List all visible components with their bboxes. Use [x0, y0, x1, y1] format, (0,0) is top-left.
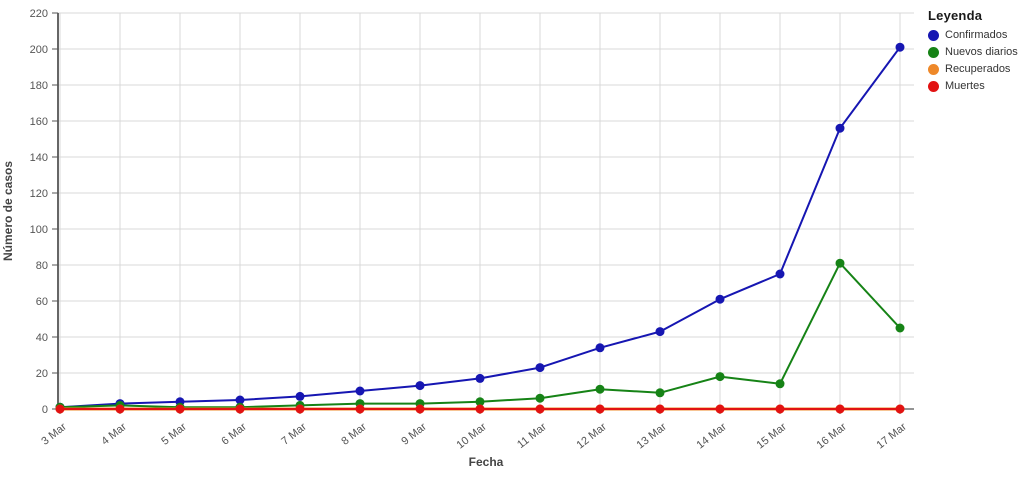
y-tick-label: 180 [30, 80, 48, 92]
y-tick-label: 20 [36, 368, 48, 380]
x-tick-label: 6 Mar [219, 421, 249, 448]
y-axis-title: Número de casos [1, 161, 15, 261]
legend-item-nuevos-diarios[interactable]: Nuevos diarios [928, 46, 1020, 58]
data-point-muertes [415, 404, 425, 414]
data-point-nuevos-diarios [835, 258, 845, 268]
data-point-nuevos-diarios [655, 388, 665, 398]
data-point-muertes [595, 404, 605, 414]
data-point-muertes [295, 404, 305, 414]
nuevos-diarios-marker-icon [928, 46, 939, 58]
y-tick-label: 0 [42, 404, 48, 416]
y-tick-label: 40 [36, 332, 48, 344]
data-point-muertes [775, 404, 785, 414]
y-tick-label: 200 [30, 44, 48, 56]
legend-item-label: Confirmados [945, 29, 1008, 41]
x-tick-label: 12 Mar [574, 421, 609, 452]
muertes-marker-icon [928, 80, 939, 92]
y-tick-label: 120 [30, 188, 48, 200]
x-tick-label: 3 Mar [39, 421, 69, 448]
y-tick-label: 100 [30, 224, 48, 236]
y-tick-label: 220 [30, 8, 48, 20]
data-point-muertes [55, 404, 65, 414]
data-point-muertes [895, 404, 905, 414]
data-point-muertes [655, 404, 665, 414]
data-point-muertes [235, 404, 245, 414]
x-tick-label: 9 Mar [399, 421, 429, 448]
data-point-nuevos-diarios [715, 372, 725, 382]
x-tick-label: 15 Mar [754, 421, 789, 452]
data-point-confirmados [775, 269, 785, 279]
data-point-confirmados [355, 386, 365, 396]
x-tick-label: 5 Mar [159, 421, 189, 448]
x-tick-label: 8 Mar [339, 421, 369, 448]
data-point-nuevos-diarios [595, 384, 605, 394]
legend-item-confirmados[interactable]: Confirmados [928, 29, 1020, 41]
data-point-nuevos-diarios [895, 323, 905, 333]
data-point-confirmados [475, 373, 485, 383]
data-point-confirmados [595, 343, 605, 353]
legend: Leyenda Confirmados Nuevos diarios Recup… [928, 8, 1020, 97]
y-tick-label: 160 [30, 116, 48, 128]
data-point-muertes [355, 404, 365, 414]
x-tick-label: 11 Mar [515, 421, 549, 451]
data-point-confirmados [835, 123, 845, 133]
x-axis-title: Fecha [469, 455, 504, 469]
x-tick-label: 7 Mar [279, 421, 309, 448]
data-point-confirmados [715, 294, 725, 304]
data-point-confirmados [655, 327, 665, 337]
x-tick-label: 4 Mar [99, 421, 129, 448]
recuperados-marker-icon [928, 63, 939, 75]
x-tick-label: 13 Mar [634, 421, 669, 452]
legend-title: Leyenda [928, 8, 983, 23]
y-tick-label: 60 [36, 296, 48, 308]
data-point-confirmados [235, 395, 245, 405]
confirmados-marker-icon [928, 29, 939, 41]
data-point-nuevos-diarios [535, 393, 545, 403]
legend-item-label: Muertes [945, 80, 985, 92]
data-point-confirmados [415, 381, 425, 391]
data-point-muertes [175, 404, 185, 414]
x-tick-label: 14 Mar [694, 421, 729, 452]
data-point-nuevos-diarios [775, 379, 785, 389]
x-tick-label: 10 Mar [454, 421, 489, 452]
data-point-confirmados [535, 363, 545, 373]
y-tick-label: 80 [36, 260, 48, 272]
data-point-confirmados [895, 42, 905, 52]
data-point-muertes [715, 404, 725, 414]
data-point-muertes [835, 404, 845, 414]
x-tick-label: 16 Mar [814, 421, 849, 452]
legend-item-label: Nuevos diarios [945, 46, 1018, 58]
data-point-muertes [475, 404, 485, 414]
data-point-nuevos-diarios [475, 397, 485, 407]
legend-item-recuperados[interactable]: Recuperados [928, 63, 1020, 75]
legend-item-muertes[interactable]: Muertes [928, 80, 1020, 92]
legend-item-label: Recuperados [945, 63, 1011, 75]
data-point-muertes [535, 404, 545, 414]
data-point-confirmados [295, 391, 305, 401]
data-point-muertes [115, 404, 125, 414]
y-tick-label: 140 [30, 152, 48, 164]
x-tick-label: 17 Mar [874, 421, 909, 452]
